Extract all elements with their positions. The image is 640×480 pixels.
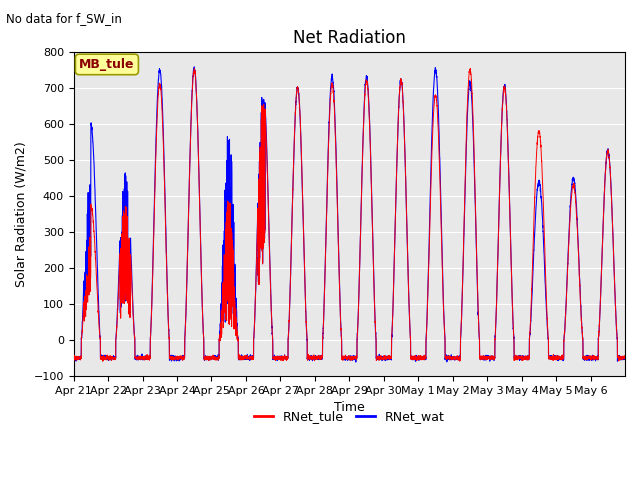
Title: Net Radiation: Net Radiation — [293, 29, 406, 48]
X-axis label: Time: Time — [334, 401, 365, 414]
Legend: RNet_tule, RNet_wat: RNet_tule, RNet_wat — [249, 405, 450, 428]
Text: No data for f_SW_in: No data for f_SW_in — [6, 12, 122, 25]
Y-axis label: Solar Radiation (W/m2): Solar Radiation (W/m2) — [15, 141, 28, 287]
Text: MB_tule: MB_tule — [79, 58, 134, 71]
